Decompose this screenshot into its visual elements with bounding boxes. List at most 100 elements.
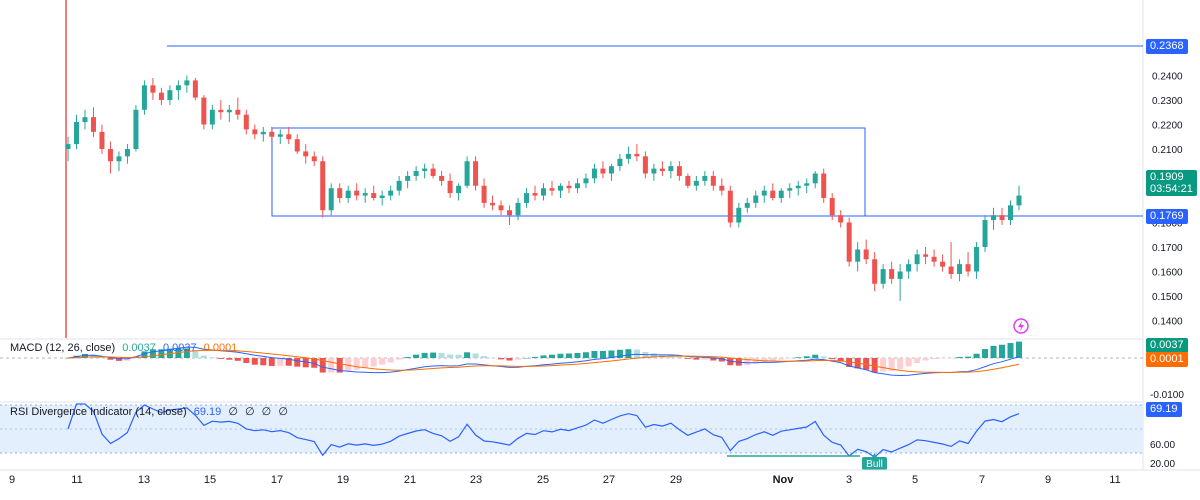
candle: [727, 185, 733, 228]
candle: [405, 171, 411, 189]
lightning-icon[interactable]: [1013, 318, 1029, 334]
candle: [209, 104, 215, 130]
candle: [439, 171, 445, 186]
macd-histogram-bar: [472, 353, 479, 358]
candle: [277, 129, 283, 145]
candle: [481, 178, 487, 208]
price-axis[interactable]: 0.24000.23000.22000.21000.20000.18000.17…: [1152, 72, 1183, 328]
macd-histogram-bar: [982, 349, 989, 358]
candle: [201, 95, 207, 130]
macd-histogram-bar: [701, 358, 708, 360]
macd-histogram-bar: [591, 350, 598, 358]
candle: [65, 136, 71, 162]
time-axis-label: 19: [337, 474, 349, 486]
candle: [566, 180, 572, 194]
macd-histogram-bar: [718, 358, 725, 362]
candle: [430, 163, 436, 179]
price-axis-tick: 0.2400: [1152, 72, 1183, 83]
rsi-axis-tick-60: 60.00: [1150, 440, 1175, 451]
macd-histogram-bar: [820, 356, 827, 358]
candle: [371, 185, 377, 201]
macd-histogram-bar: [319, 358, 326, 373]
rsi-value: 69.19: [193, 406, 222, 418]
macd-histogram-bar: [277, 358, 284, 366]
macd-histogram-bar: [973, 353, 980, 358]
macd-histogram-bar: [795, 357, 802, 358]
macd-histogram-bar: [226, 358, 233, 360]
macd-histogram-bar: [183, 348, 190, 358]
candle: [753, 190, 759, 208]
macd-pane[interactable]: -0.0100: [0, 341, 1184, 401]
candle: [600, 161, 606, 179]
candle: [413, 166, 419, 181]
candle: [693, 175, 699, 191]
macd-histogram-bar: [175, 348, 182, 358]
macd-histogram-bar: [897, 358, 904, 370]
macd-histogram-bar: [251, 358, 258, 365]
macd-histogram-bar: [362, 358, 369, 368]
candle: [260, 126, 266, 142]
candle: [515, 198, 521, 221]
candle: [591, 163, 597, 184]
rsi-pane[interactable]: Bull 60.00 20.00: [0, 403, 1175, 470]
candle: [710, 171, 716, 191]
macd-histogram-bar: [430, 352, 437, 358]
macd-histogram-bar: [90, 354, 97, 358]
macd-histogram-bar: [786, 358, 793, 359]
rsi-legend[interactable]: RSI Divergence Indicator (14, close) 69.…: [10, 405, 292, 418]
candle: [243, 109, 249, 135]
candle: [328, 183, 334, 216]
macd-histogram-bar: [999, 344, 1006, 358]
macd-histogram-bar: [744, 358, 751, 366]
macd-histogram-bar: [693, 358, 700, 360]
macd-histogram-bar: [438, 352, 445, 358]
candle: [957, 259, 963, 282]
macd-histogram-bar: [684, 358, 691, 359]
box-bottom-price-badge: 0.1769: [1146, 209, 1188, 224]
signal-line: [67, 349, 1020, 373]
candle: [124, 144, 130, 164]
macd-histogram-bar: [413, 354, 420, 358]
rsi-title: RSI Divergence Indicator (14, close): [10, 406, 187, 418]
candle: [235, 97, 241, 120]
time-axis[interactable]: 9 11 13 15 17 19 21 23 25 27 29 Nov 3 5 7 9 11: [9, 474, 1121, 486]
macd-histogram-bar: [260, 358, 267, 366]
candle: [226, 104, 232, 123]
macd-histogram-bar: [812, 354, 819, 358]
macd-histogram-bar: [931, 358, 938, 360]
candle: [490, 195, 496, 211]
time-axis-label: 23: [470, 474, 482, 486]
candle: [269, 126, 275, 142]
candle: [770, 183, 776, 201]
candle: [337, 183, 343, 203]
candle: [659, 161, 665, 176]
candle: [294, 134, 300, 154]
time-axis-label: 3: [846, 474, 852, 486]
macd-histogram-bar: [880, 358, 887, 372]
macd-histogram-bar: [268, 358, 275, 366]
candle: [133, 104, 139, 152]
candle: [736, 202, 742, 228]
candle: [948, 242, 954, 279]
candle: [583, 173, 589, 189]
candle: [897, 264, 903, 301]
macd-histogram-bar: [871, 358, 878, 373]
range-box[interactable]: [271, 127, 866, 217]
candle: [1008, 200, 1014, 225]
time-axis-label: 11: [1109, 474, 1120, 486]
candle: [982, 215, 988, 252]
candle: [447, 173, 453, 198]
candle: [795, 180, 801, 196]
macd-histogram-bar: [616, 349, 623, 358]
candle: [379, 190, 385, 206]
price-axis-tick: 0.1500: [1152, 292, 1183, 303]
macd-legend[interactable]: MACD (12, 26, close) 0.0037 0.0037 0.000…: [10, 342, 241, 354]
macd-histogram-bar: [523, 357, 530, 359]
candle: [574, 178, 580, 194]
candle: [812, 171, 818, 189]
candle: [863, 239, 869, 265]
macd-histogram-bar: [965, 356, 972, 358]
price-pane[interactable]: 0.24000.23000.22000.21000.20000.18000.17…: [65, 0, 1184, 470]
time-axis-label: 29: [670, 474, 682, 486]
